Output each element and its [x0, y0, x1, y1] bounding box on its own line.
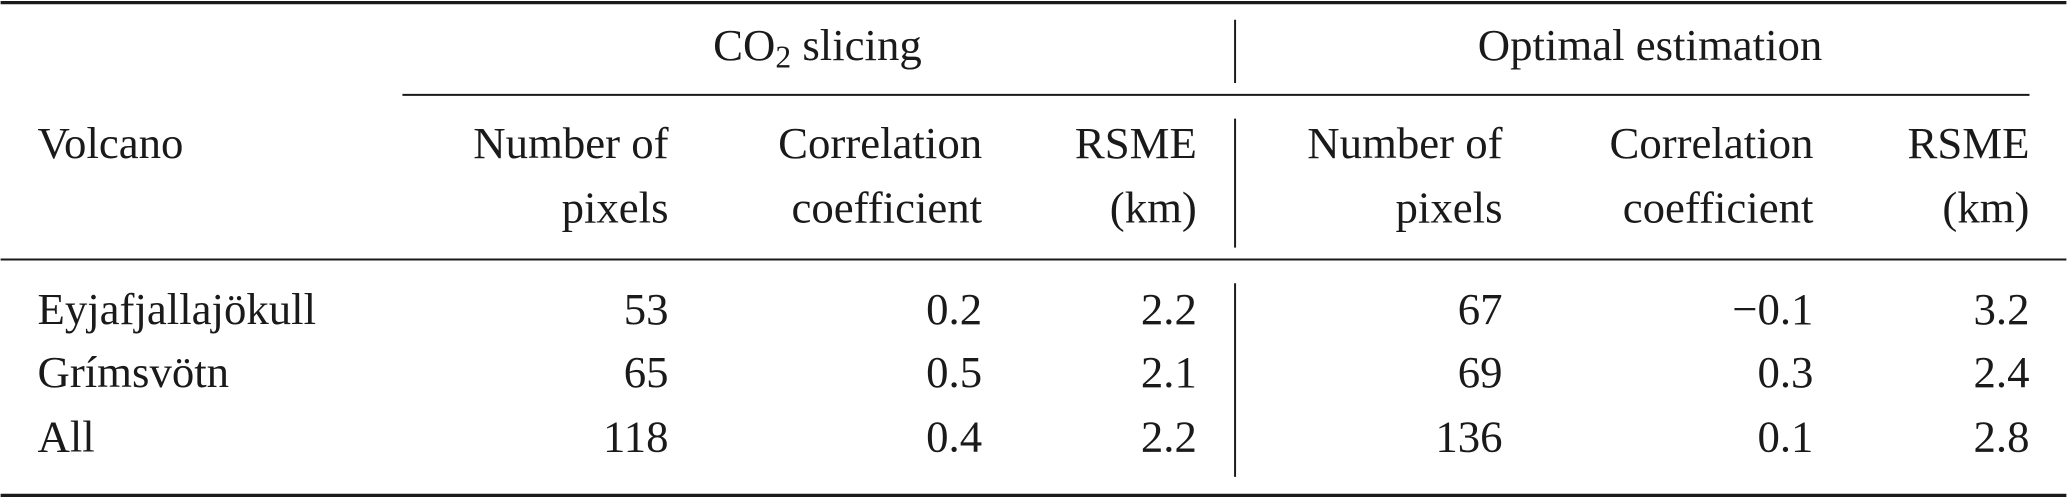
subscript: 2 [775, 40, 791, 75]
cell: 65 [624, 347, 669, 397]
cell: 53 [624, 284, 669, 334]
cell: 0.5 [926, 347, 982, 397]
cell: 2.2 [1141, 284, 1197, 334]
group-header-text: CO [713, 20, 775, 70]
column-header: Correlation [1609, 118, 1813, 168]
column-header: coefficient [1623, 182, 1814, 232]
column-header: RSME [1075, 118, 1197, 168]
cell: −0.1 [1732, 284, 1813, 334]
cell: 118 [603, 412, 669, 462]
group-header-text: Optimal estimation [1478, 20, 1823, 70]
row-label: Eyjafjallajökull [38, 284, 317, 334]
row-header: Volcano [38, 118, 184, 168]
cell: 67 [1458, 284, 1503, 334]
column-header: Number of [473, 118, 668, 168]
cell: 0.4 [926, 412, 982, 462]
column-header: (km) [1110, 182, 1197, 232]
cell: 69 [1458, 347, 1503, 397]
group-header: Optimal estimation [1478, 20, 1823, 70]
cell: 2.4 [1974, 347, 2030, 397]
row-label: Grímsvötn [38, 347, 230, 397]
column-header: pixels [1396, 182, 1503, 232]
column-header: Number of [1307, 118, 1502, 168]
group-header: CO2 slicing [713, 20, 922, 75]
cell: 0.3 [1757, 347, 1813, 397]
cell: 3.2 [1974, 284, 2030, 334]
column-header: coefficient [791, 182, 982, 232]
cell: 0.1 [1757, 412, 1813, 462]
column-header: pixels [562, 182, 669, 232]
column-header: (km) [1942, 182, 2029, 232]
group-header-text: slicing [791, 20, 922, 70]
cell: 2.1 [1141, 347, 1197, 397]
cell: 2.8 [1974, 412, 2030, 462]
column-header: RSME [1908, 118, 2030, 168]
cell: 2.2 [1141, 412, 1197, 462]
column-header: Correlation [778, 118, 982, 168]
cell: 0.2 [926, 284, 982, 334]
row-label: All [38, 412, 95, 462]
cell: 136 [1435, 412, 1502, 462]
